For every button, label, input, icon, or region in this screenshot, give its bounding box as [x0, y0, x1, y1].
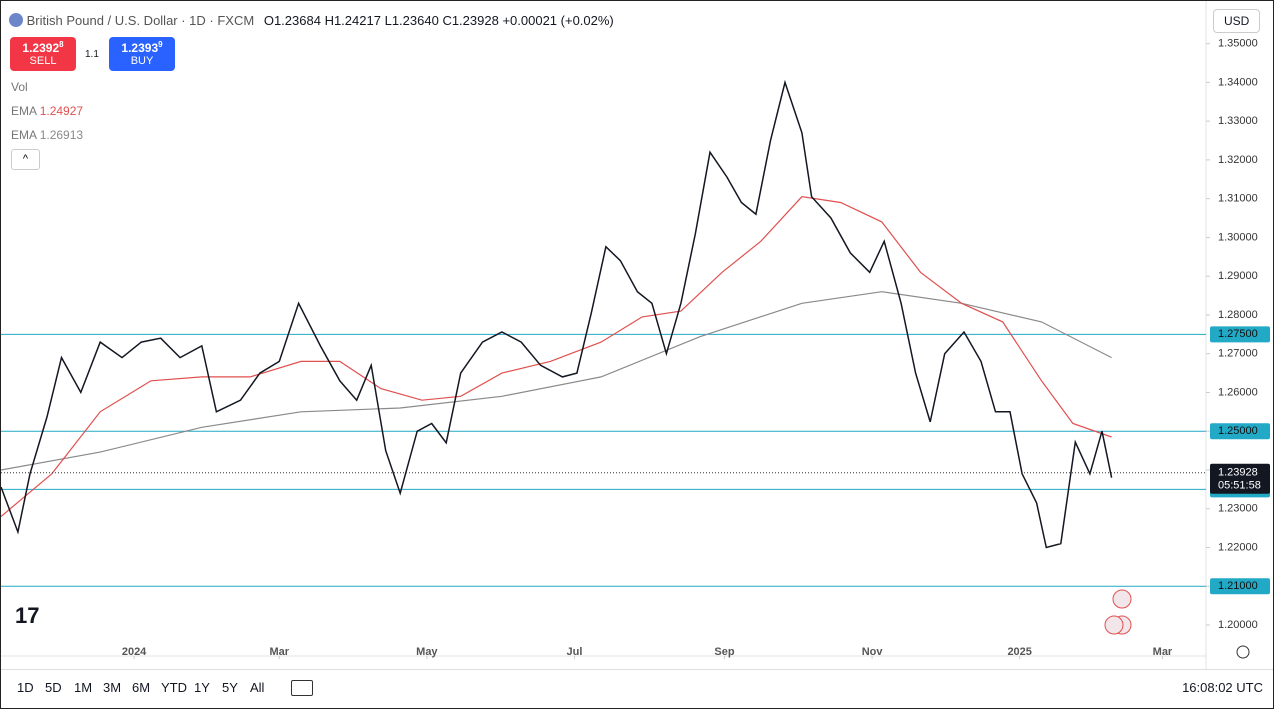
buy-price-main: 1.2393 — [121, 41, 159, 55]
series-line — [1, 196, 1112, 517]
y-tick-label: 1.30000 — [1218, 231, 1258, 243]
bottom-toolbar: 1D 5D 1M 3M 6M YTD 1Y 5Y All 16:08:02 UTC — [1, 669, 1273, 706]
countdown: 05:51:58 — [1218, 480, 1261, 492]
spread: 1.1 — [85, 49, 99, 60]
symbol-title: British Pound / U.S. Dollar · 1D · FXCM — [26, 13, 255, 28]
level-label-box — [1210, 326, 1270, 343]
ohlc-value: 1.23640 — [391, 13, 439, 28]
date-range-icon[interactable] — [291, 680, 313, 696]
y-tick-label: 1.31000 — [1218, 193, 1258, 205]
y-tick-label: 1.33000 — [1218, 115, 1258, 127]
sell-price-main: 1.2392 — [22, 41, 60, 55]
ohlc-label: L — [384, 13, 392, 28]
ema-legend: EMA 1.24927 — [11, 104, 83, 118]
symbol-icon — [9, 13, 23, 27]
range-button[interactable]: 1D — [17, 680, 34, 695]
clock: 16:08:02 UTC — [1182, 680, 1263, 695]
buy-price-sup: 9 — [158, 40, 163, 49]
legend-value: 1.24927 — [39, 104, 84, 118]
level-label-box — [1210, 423, 1270, 440]
range-button[interactable]: 6M — [132, 680, 151, 695]
ohlc-label: H — [324, 13, 334, 28]
vol-legend: Vol — [11, 80, 28, 94]
sell-button[interactable]: 1.23928 SELL — [10, 37, 76, 71]
sell-price-sup: 8 — [59, 40, 64, 49]
ohlc-value: 1.23684 — [273, 13, 321, 28]
sell-price: 1.23928 — [10, 40, 76, 55]
currency-button[interactable]: USD — [1213, 9, 1261, 33]
sell-label: SELL — [29, 55, 57, 67]
x-tick-label: Sep — [714, 646, 734, 658]
range-button[interactable]: 3M — [103, 680, 122, 695]
legend-name: EMA — [11, 104, 37, 118]
buy-price: 1.23939 — [109, 40, 175, 55]
collapse-button[interactable]: ^ — [11, 149, 40, 170]
level-label: 1.27500 — [1218, 328, 1258, 340]
x-tick-label: 2025 — [1007, 646, 1031, 658]
y-tick-label: 1.34000 — [1218, 76, 1258, 88]
change: +0.00021 (+0.02%) — [502, 13, 614, 28]
y-tick-label: 1.35000 — [1218, 38, 1258, 50]
series-line — [1, 79, 1113, 549]
ohlc-value: 1.24217 — [333, 13, 381, 28]
ohlc-value: 1.23928 — [451, 13, 499, 28]
range-button[interactable]: All — [250, 680, 265, 695]
ohlc-label: O — [263, 13, 274, 28]
level-label: 1.21000 — [1218, 580, 1258, 592]
range-button[interactable]: 1Y — [194, 680, 210, 695]
y-tick-label: 1.27000 — [1218, 348, 1258, 360]
ema-legend: EMA 1.26913 — [11, 128, 83, 142]
x-tick-label: 2024 — [122, 646, 147, 658]
x-tick-label: Jul — [567, 646, 583, 658]
chart: 17 1.200001.210001.220001.230001.240001.… — [1, 1, 1270, 669]
current-price-box — [1210, 463, 1270, 494]
current-price-label: 1.23928 — [1218, 467, 1258, 479]
y-tick-label: 1.23000 — [1218, 503, 1258, 515]
buy-button[interactable]: 1.23939 BUY — [109, 37, 175, 71]
level-label-box — [1210, 578, 1270, 595]
x-tick-label: May — [416, 646, 438, 658]
range-button[interactable]: 5Y — [222, 680, 238, 695]
y-tick-label: 1.32000 — [1218, 154, 1258, 166]
x-tick-label: Mar — [269, 646, 289, 658]
event-badge[interactable] — [1104, 615, 1124, 635]
y-tick-label: 1.29000 — [1218, 270, 1258, 282]
ohlc-label: C — [442, 13, 452, 28]
legend-value: 1.26913 — [39, 128, 84, 142]
y-tick-label: 1.26000 — [1218, 386, 1258, 398]
range-button[interactable]: YTD — [161, 680, 187, 695]
y-tick-label: 1.28000 — [1218, 309, 1258, 321]
vol-label: Vol — [11, 80, 28, 94]
level-label: 1.25000 — [1218, 425, 1258, 437]
y-tick-label: 1.22000 — [1218, 541, 1258, 553]
range-button[interactable]: 5D — [45, 680, 62, 695]
range-button[interactable]: 1M — [74, 680, 93, 695]
buy-label: BUY — [130, 55, 154, 67]
settings-icon[interactable] — [1236, 645, 1250, 659]
legend-name: EMA — [11, 128, 37, 142]
logo: 17 — [15, 603, 39, 628]
series-line — [1, 291, 1112, 471]
x-tick-label: Mar — [1153, 646, 1173, 658]
x-tick-label: Nov — [862, 646, 884, 658]
y-tick-label: 1.20000 — [1218, 619, 1258, 631]
header: British Pound / U.S. Dollar · 1D · FXCM … — [9, 13, 614, 28]
event-badge[interactable] — [1112, 589, 1132, 609]
